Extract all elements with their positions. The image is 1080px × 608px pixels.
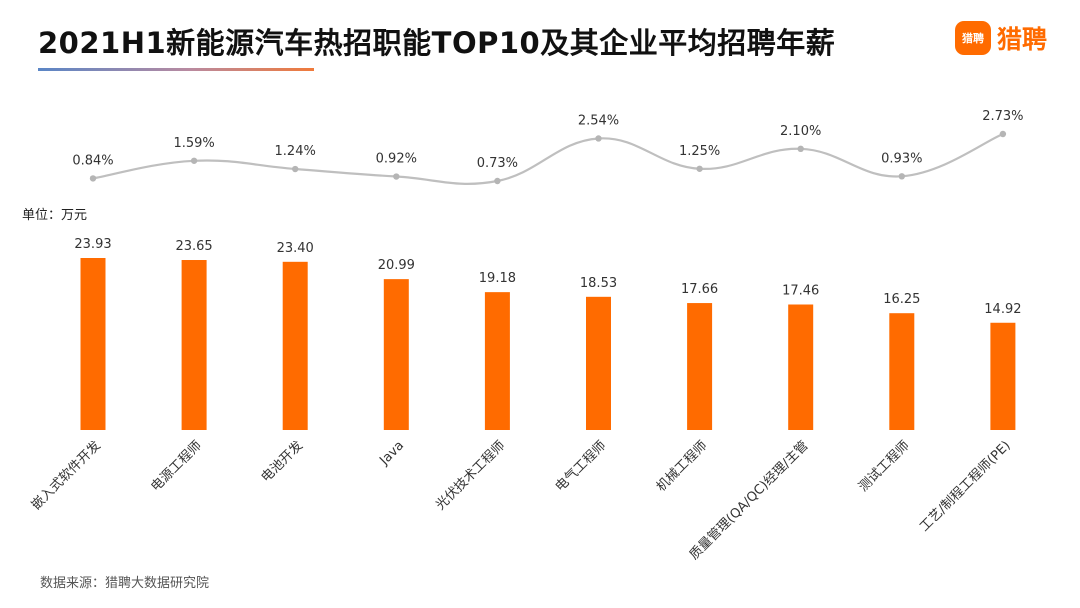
growth-line-series: 0.84% 1.59% 1.24% 0.92% 0.73% 2.54% 1.25% 2.10%… — [72, 109, 1024, 185]
bar-5 — [586, 296, 611, 430]
bar-value-label-3: 20.99 — [378, 258, 415, 273]
liepin-logo-icon: 猎聘 — [955, 21, 991, 55]
line-point-1 — [190, 157, 198, 164]
category-label-0: 嵌入式软件开发 — [28, 438, 104, 514]
bar-6 — [687, 303, 713, 430]
bar-value-label-1: 23.65 — [175, 239, 212, 254]
line-point-2 — [292, 165, 299, 173]
line-value-label-8: 0.93% — [881, 151, 922, 166]
growth-line — [92, 132, 1004, 185]
bar-7 — [788, 304, 814, 430]
line-value-label-9: 2.73% — [982, 109, 1023, 124]
bar-value-label-0: 23.93 — [74, 237, 111, 252]
line-value-label-1: 1.59% — [173, 136, 214, 151]
bar-value-label-8: 16.25 — [883, 292, 920, 307]
category-label-7: 质量管理(QA/QC)经理/主管 — [687, 438, 812, 563]
line-point-9 — [999, 130, 1007, 138]
chart-title: 2021H1新能源汽车热招职能TOP10及其企业平均招聘年薪 — [38, 26, 836, 60]
liepin-logo-text: 猎聘 — [997, 25, 1048, 54]
category-label-6: 机械工程师 — [654, 438, 711, 495]
line-point-6 — [696, 165, 703, 172]
category-label-1: 电源工程师 — [148, 438, 205, 495]
unit-label: 单位：万元 — [22, 208, 87, 223]
bar-0 — [80, 258, 106, 430]
line-value-label-0: 0.84% — [72, 153, 113, 168]
line-point-0 — [89, 175, 97, 182]
line-value-label-7: 2.10% — [780, 124, 821, 139]
bar-4 — [484, 292, 510, 430]
bar-value-label-6: 17.66 — [681, 282, 718, 297]
line-point-7 — [797, 145, 804, 153]
line-value-label-2: 1.24% — [275, 144, 316, 159]
data-source-note: 数据来源：猎聘大数据研究院 — [40, 576, 210, 591]
category-label-3: Java — [376, 438, 407, 469]
liepin-logo: 猎聘 猎聘 — [955, 20, 1047, 56]
line-point-4 — [494, 177, 501, 185]
bar-1 — [181, 260, 207, 430]
bar-value-label-9: 14.92 — [984, 302, 1021, 317]
title-underline — [38, 68, 314, 71]
line-point-5 — [595, 135, 602, 142]
bar-3 — [383, 279, 409, 430]
category-label-5: 电气工程师 — [552, 438, 609, 495]
salary-bar-series: 23.93 嵌入式软件开发 23.65 电源工程师 23.40 电池开发 20.99 Java… — [28, 237, 1021, 563]
line-point-3 — [393, 173, 400, 180]
line-point-8 — [898, 173, 905, 180]
bar-value-label-5: 18.53 — [580, 276, 617, 291]
category-label-9: 工艺/制程工程师(PE) — [917, 438, 1014, 535]
line-value-label-4: 0.73% — [477, 156, 518, 171]
bar-value-label-7: 17.46 — [782, 284, 819, 299]
bar-8 — [889, 313, 915, 430]
line-value-label-3: 0.92% — [376, 152, 417, 167]
bar-value-label-2: 23.40 — [277, 241, 314, 256]
line-value-label-6: 1.25% — [679, 144, 720, 159]
category-label-2: 电池开发 — [258, 438, 306, 486]
category-label-8: 测试工程师 — [856, 438, 913, 495]
line-value-label-5: 2.54% — [578, 113, 619, 128]
bar-2 — [282, 261, 308, 430]
bar-value-label-4: 19.18 — [479, 271, 516, 286]
bar-9 — [990, 322, 1016, 430]
category-label-4: 光伏技术工程师 — [433, 438, 508, 513]
